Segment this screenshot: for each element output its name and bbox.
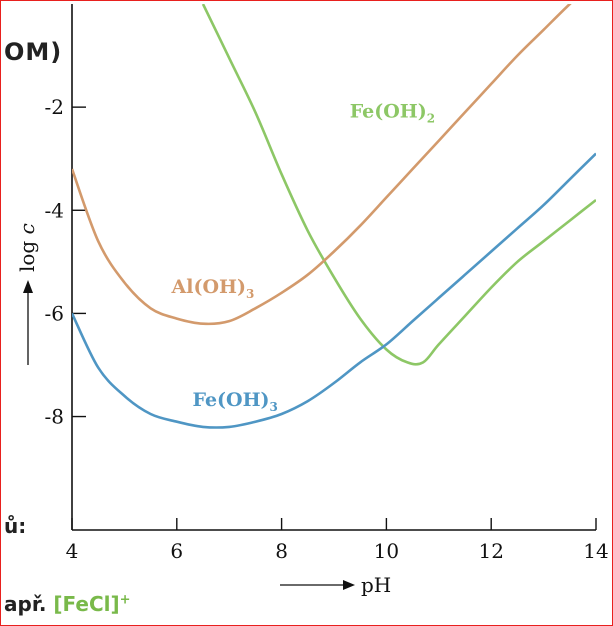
y-tick-label--4: -4	[45, 198, 64, 222]
y-axis-label-var: c	[15, 223, 39, 234]
series-line-al-oh-3	[72, 4, 572, 326]
series-label-main: Al(OH)	[171, 276, 246, 298]
x-tick-label-10: 10	[374, 539, 399, 563]
series-label-al-oh-3: Al(OH)3	[171, 276, 255, 301]
series-label-subscript: 3	[246, 287, 254, 301]
series-label-main: Fe(OH)	[350, 100, 427, 122]
series-label-subscript: 3	[270, 400, 278, 414]
cropped-text-middle: ů:	[4, 514, 27, 538]
feCl-charge: +	[119, 592, 131, 608]
y-tick-label--8: -8	[45, 405, 64, 429]
feCl-formula-text: [FeCl]	[53, 592, 120, 616]
y-axis-label-log: log	[15, 234, 39, 272]
y-tick-label--2: -2	[45, 95, 64, 119]
cropped-text-top: OM)	[4, 38, 63, 66]
series-label-fe-oh-3: Fe(OH)3	[193, 389, 278, 414]
feCl-formula: [FeCl]+	[53, 592, 130, 616]
series-label-fe-oh-2: Fe(OH)2	[350, 100, 435, 125]
x-axis-label: pH	[361, 573, 391, 597]
series-line-fe-oh-2	[201, 4, 596, 366]
series-label-main: Fe(OH)	[193, 389, 270, 411]
y-axis-arrow-head	[23, 280, 33, 293]
bottom-prefix: apř.	[4, 592, 47, 616]
series-label-subscript: 2	[427, 111, 435, 125]
x-tick-label-8: 8	[275, 539, 288, 563]
y-tick-label--6: -6	[45, 301, 64, 325]
cropped-text-bottom: apř. [FeCl]+	[4, 592, 131, 616]
series-line-fe-oh-3	[72, 152, 596, 429]
x-tick-label-14: 14	[583, 539, 608, 563]
x-tick-label-4: 4	[66, 539, 79, 563]
x-tick-label-6: 6	[170, 539, 183, 563]
x-axis-arrow-head	[343, 580, 355, 590]
y-axis-label: log c	[15, 223, 39, 272]
x-tick-label-12: 12	[478, 539, 503, 563]
